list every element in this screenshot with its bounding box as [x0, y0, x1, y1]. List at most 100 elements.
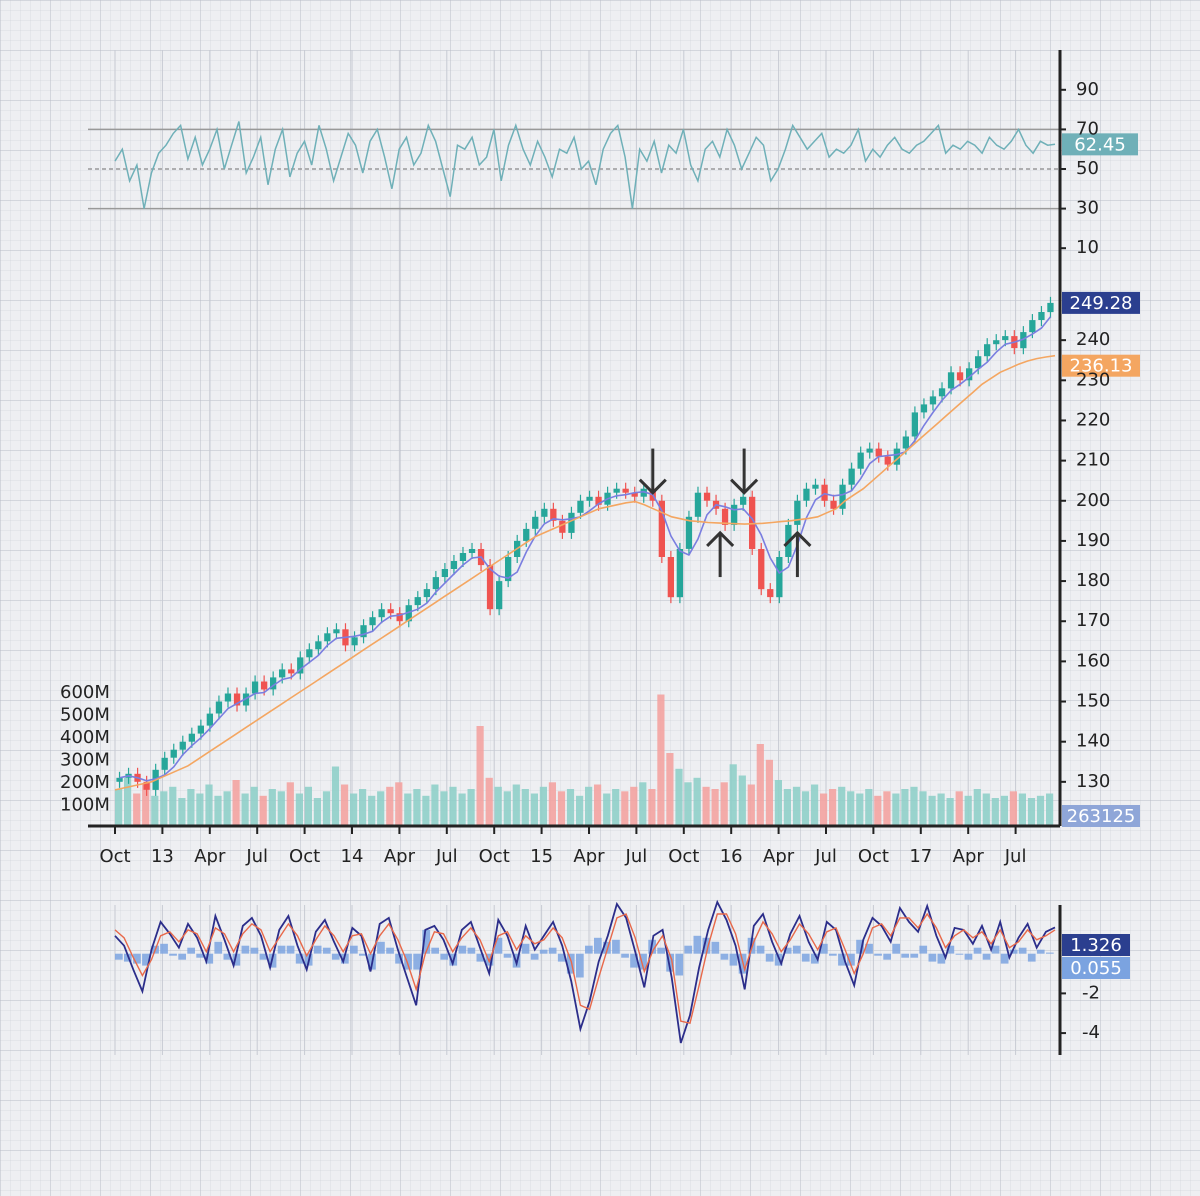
macd-histogram-bar	[322, 947, 331, 954]
macd-histogram-bar	[377, 941, 385, 954]
macd-histogram-bar	[946, 945, 955, 954]
candle-body	[170, 749, 177, 758]
volume-bar	[1027, 798, 1036, 825]
candle-body	[1002, 336, 1009, 341]
last-price-label: 249.28	[1070, 293, 1133, 314]
volume-bar	[458, 793, 466, 825]
volume-bar	[503, 791, 511, 826]
macd-histogram-bar	[223, 953, 232, 960]
volume-bar	[521, 789, 529, 825]
macd-histogram-bar	[621, 953, 629, 958]
volume-bar	[964, 795, 972, 826]
volume-bar	[485, 777, 493, 826]
volume-bar	[946, 798, 954, 825]
candle-body	[270, 677, 277, 690]
volume-bar	[133, 793, 141, 825]
volume-bar	[901, 789, 909, 825]
macd-histogram-bar	[169, 953, 177, 956]
price-tick-label: 190	[1076, 530, 1110, 551]
volume-bar	[250, 786, 258, 826]
volume-bar	[268, 789, 276, 825]
macd-histogram-bar	[919, 945, 928, 954]
macd-histogram-bar	[214, 941, 223, 954]
rsi-panel: 62.45	[88, 121, 1138, 210]
macd-histogram-bar	[286, 945, 295, 954]
macd-histogram-bar	[1018, 947, 1027, 954]
macd-histogram-bar	[476, 953, 485, 962]
price-tick-label: 150	[1076, 691, 1110, 712]
candle-body	[315, 641, 322, 650]
candle-body	[866, 448, 873, 453]
slow-moving-average-line	[114, 354, 1056, 791]
volume-bar	[919, 791, 927, 826]
candle-body	[667, 557, 674, 598]
volume-bar	[431, 784, 439, 825]
macd-histogram-bar	[350, 945, 358, 954]
candle-body	[378, 609, 385, 618]
macd-histogram-bar	[133, 953, 141, 964]
volume-bar	[313, 798, 321, 825]
macd-histogram-bar	[548, 947, 557, 954]
macd-histogram-bar	[395, 953, 403, 964]
volume-bar	[494, 786, 502, 826]
macd-histogram-bar	[295, 953, 304, 964]
arrow-up-icon	[706, 530, 735, 578]
macd-histogram-bar	[431, 947, 439, 954]
volume-bar	[648, 789, 656, 825]
macd-histogram-bar	[603, 941, 611, 954]
macd-histogram-bar	[883, 953, 891, 960]
candle-body	[956, 372, 964, 381]
volume-bar	[693, 777, 701, 826]
macd-histogram-bar	[811, 953, 819, 964]
macd-histogram-bar	[847, 953, 855, 966]
volume-bar	[711, 789, 719, 825]
rsi-tick-label: 30	[1076, 198, 1099, 219]
candle-body	[658, 500, 665, 557]
macd-histogram-bar	[693, 935, 702, 954]
volume-bar	[838, 786, 846, 826]
macd-histogram-bar	[404, 953, 412, 970]
volume-bar	[874, 795, 882, 826]
volume-bar	[811, 784, 819, 825]
candle-body	[188, 733, 195, 742]
volume-bar	[937, 793, 945, 825]
macd-tick-label: -4	[1082, 1022, 1100, 1043]
volume-bar	[440, 791, 448, 826]
candle-body	[179, 741, 186, 750]
candle-body	[405, 605, 412, 622]
x-tick-label: Apr	[194, 846, 226, 867]
volume-bar	[603, 793, 611, 825]
volume-bar	[368, 795, 376, 826]
macd-histogram-bar	[413, 953, 421, 970]
volume-bar	[774, 780, 782, 825]
volume-bar	[1046, 793, 1054, 825]
arrow-down-icon	[638, 448, 667, 495]
volume-bar	[756, 744, 764, 825]
macd-histogram-bar	[277, 945, 286, 954]
x-tick-label: 16	[720, 846, 743, 867]
volume-bar	[467, 789, 475, 825]
candle-body	[794, 500, 801, 525]
macd-histogram-bar	[612, 939, 620, 954]
x-tick-label: Jul	[814, 846, 837, 867]
volume-bar	[630, 786, 638, 826]
macd-histogram-bar	[1000, 953, 1009, 964]
arrow-up-icon	[783, 530, 812, 578]
volume-last-value-tag	[1062, 805, 1140, 827]
macd-histogram-bar	[494, 937, 503, 954]
x-tick-label: Apr	[573, 846, 605, 867]
macd-histogram-bar	[232, 953, 241, 966]
macd-histogram-bar	[783, 947, 792, 954]
macd-histogram-bar	[521, 943, 530, 954]
volume-tick-label: 200M	[60, 772, 110, 793]
volume-bar	[304, 786, 312, 826]
volume-bar	[765, 759, 773, 826]
fast-moving-average-line	[119, 316, 1052, 782]
macd-histogram-bar	[196, 953, 204, 958]
macd-histogram-bar	[1036, 949, 1045, 954]
price-tick-label: 200	[1076, 490, 1110, 511]
candle-body	[803, 488, 810, 501]
rsi-last-value-tag	[1062, 133, 1138, 156]
volume-bar	[395, 782, 403, 826]
